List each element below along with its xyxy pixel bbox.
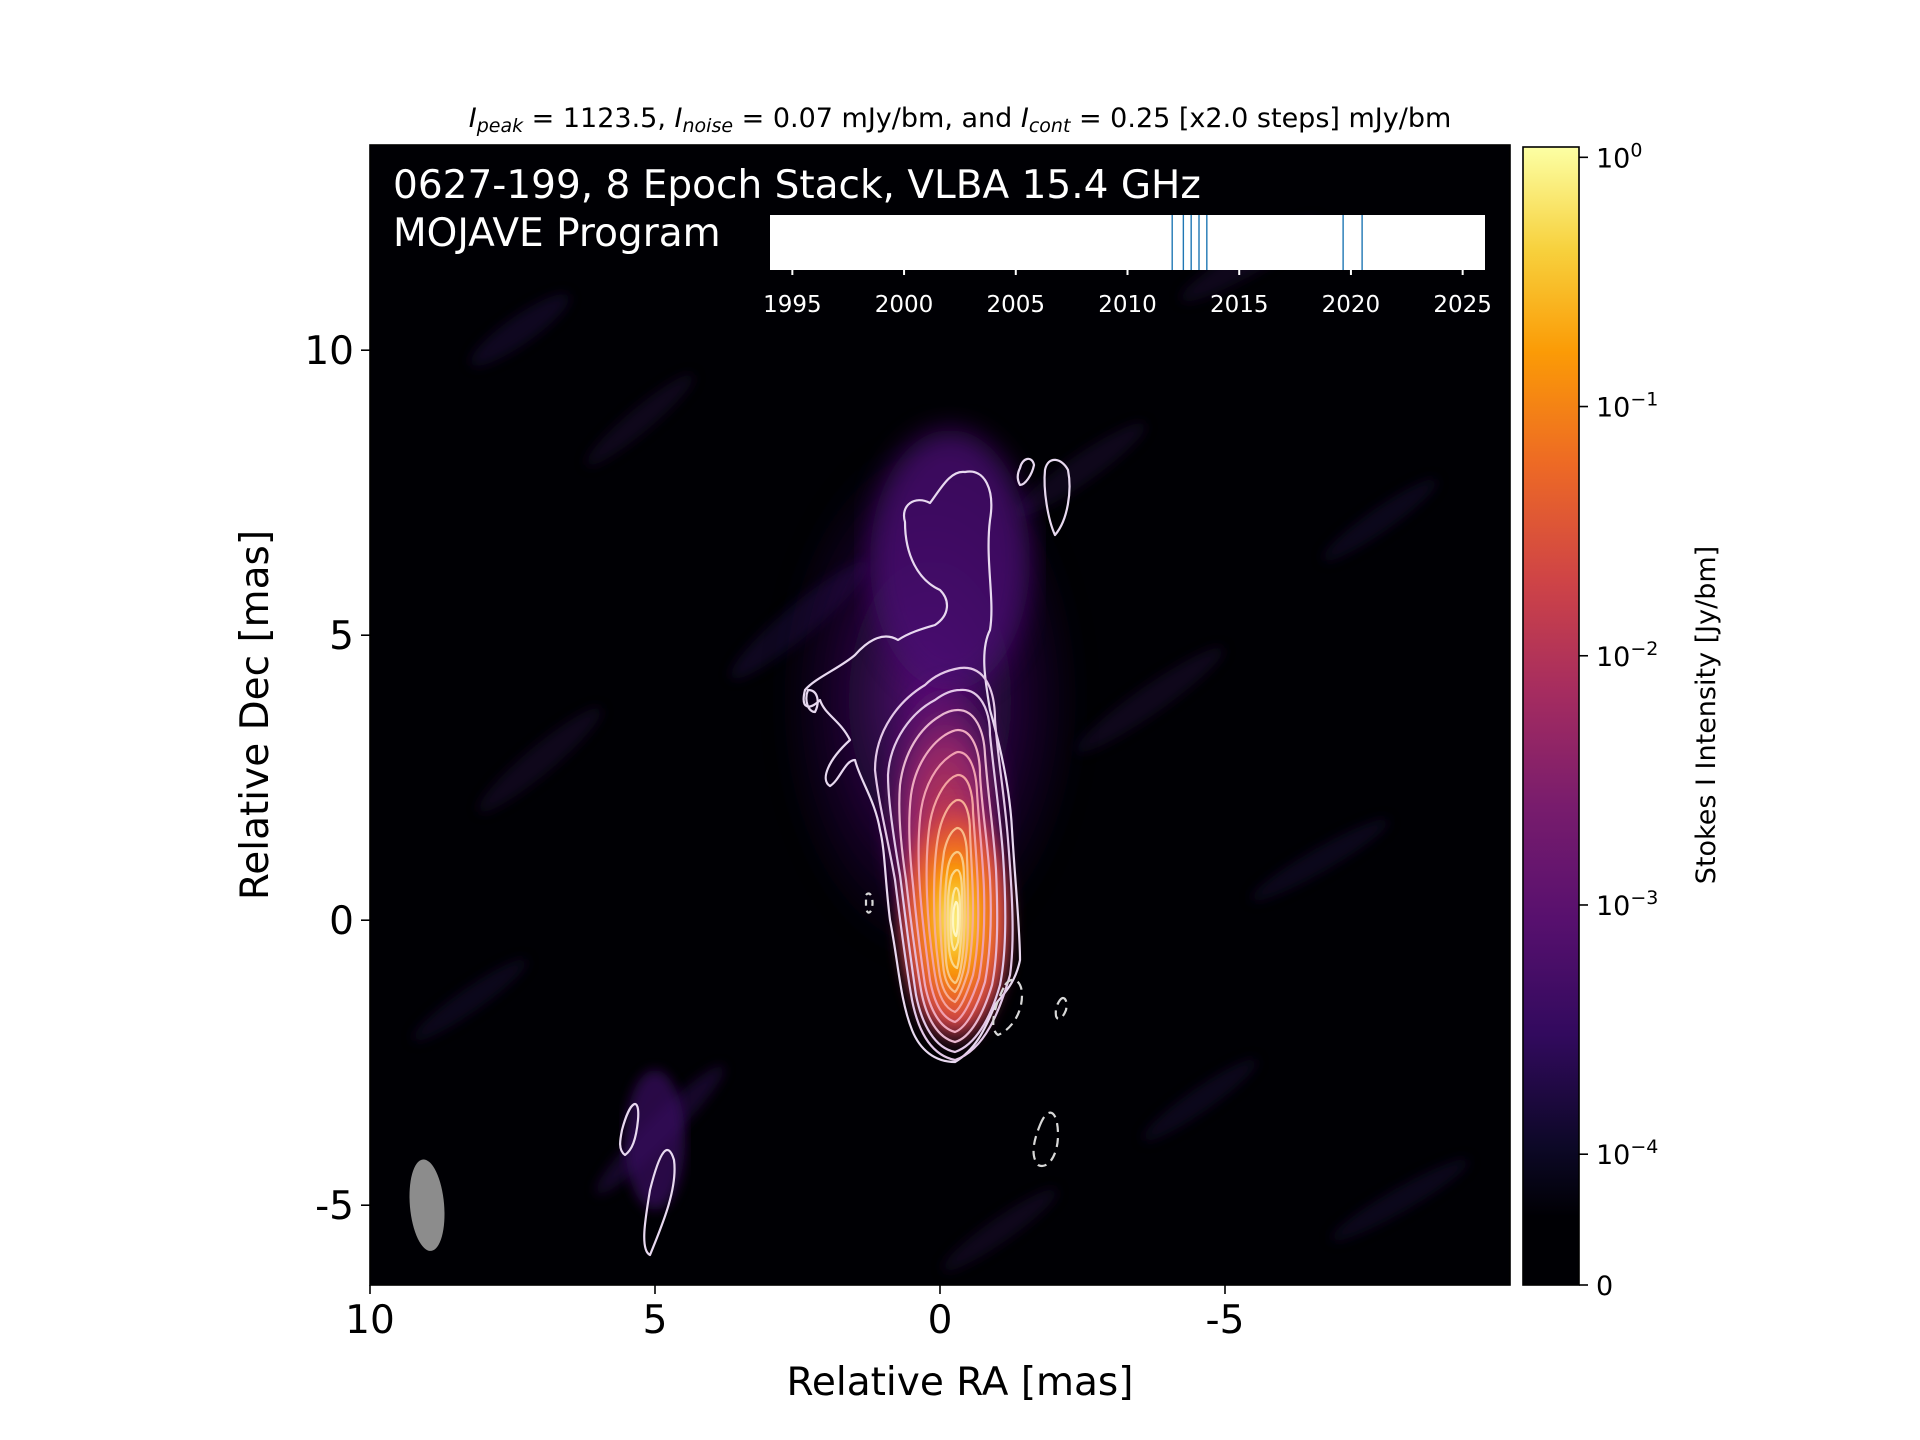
colorbar-tick-label: 10−3: [1596, 887, 1658, 922]
contour-11: [946, 868, 964, 970]
y-axis-label: Relative Dec [mas]: [233, 530, 278, 900]
contour-3: [886, 688, 1007, 1054]
colorbar-fill: [1523, 147, 1579, 1285]
epoch-tick-label: 1995: [763, 292, 822, 318]
sw-emission: [625, 1070, 685, 1210]
epoch-tick-label: 2010: [1098, 292, 1157, 318]
y-tick-label: -5: [315, 1184, 354, 1229]
contour-4: [898, 708, 999, 1044]
chart-title: Ipeak = 1123.5, Inoise = 0.07 mJy/bm, an…: [469, 103, 1452, 137]
negative-contour-4: [864, 892, 874, 914]
x-tick-label: 10: [345, 1298, 395, 1343]
x-axis-label: Relative RA [mas]: [787, 1360, 1134, 1405]
annotation-line-2: MOJAVE Program: [393, 211, 721, 256]
epoch-tick-label: 2005: [987, 292, 1046, 318]
colorbar-frame: [1522, 146, 1580, 1286]
epoch-tick-label: 2020: [1322, 292, 1381, 318]
contour-9: [938, 826, 970, 994]
contour-5: [908, 728, 992, 1034]
x-tick-label: 5: [643, 1298, 668, 1343]
x-tick-label: 0: [928, 1298, 953, 1343]
negative-contour-1: [992, 978, 1024, 1037]
contour-12: [949, 886, 962, 952]
contour-sw-2: [643, 1148, 676, 1257]
contour-small-lobe: [1016, 457, 1036, 487]
colorbar-label: Stokes I Intensity [Jy/bm]: [1691, 546, 1722, 884]
colorbar-tick-label: 0: [1596, 1271, 1613, 1302]
epoch-tick-label: 2000: [875, 292, 934, 318]
negative-contour-3: [1032, 1111, 1060, 1168]
contours: [619, 457, 1071, 1257]
colorbar-tick-label: 100: [1596, 139, 1642, 174]
contour-left-blob: [805, 688, 819, 714]
negative-contour-2: [1054, 996, 1068, 1020]
beam-ellipse: [409, 1159, 445, 1251]
contour-outer: [802, 470, 1022, 1064]
contour-8: [932, 798, 975, 1004]
epoch-timeline-box: [770, 215, 1485, 270]
x-tick-label: -5: [1206, 1298, 1245, 1343]
contour-outer-lobe: [1043, 458, 1071, 537]
colorbar-ticks: 100 10−1 10−2 10−3 10−4 0: [1579, 139, 1658, 1302]
contour-10: [943, 850, 966, 985]
y-tick-label: 5: [329, 614, 354, 659]
image-area: 0627-199, 8 Epoch Stack, VLBA 15.4 GHz M…: [369, 144, 1511, 1286]
contour-7: [925, 773, 980, 1014]
epoch-tick-label: 2025: [1433, 292, 1492, 318]
epoch-timeline: 1995 2000 2005 2010 2015 2020 2025: [763, 215, 1492, 318]
x-ticks: 10 5 0 -5: [345, 1285, 1244, 1343]
annotation-line-1: 0627-199, 8 Epoch Stack, VLBA 15.4 GHz: [393, 163, 1201, 208]
image-annotation: 0627-199, 8 Epoch Stack, VLBA 15.4 GHz M…: [393, 163, 1201, 256]
epoch-ticks: 1995 2000 2005 2010 2015 2020 2025: [763, 270, 1492, 318]
contour-sw-1: [619, 1102, 640, 1157]
epoch-tick-label: 2015: [1210, 292, 1269, 318]
y-tick-label: 0: [329, 899, 354, 944]
colorbar-tick-label: 10−4: [1596, 1136, 1658, 1171]
contour-2: [873, 666, 1014, 1062]
epoch-lines: [1171, 215, 1363, 270]
contour-6: [917, 750, 986, 1024]
colorbar: 100 10−1 10−2 10−3 10−4 0 Stokes I Intensity …: [1522, 139, 1722, 1302]
colorbar-tick-label: 10−2: [1596, 638, 1658, 673]
y-tick-label: 10: [304, 329, 354, 374]
contour-13: [951, 900, 960, 938]
y-ticks: -5 0 5 10: [304, 329, 370, 1229]
upper-jet-emission: [870, 430, 1030, 690]
colorbar-tick-label: 10−1: [1596, 389, 1658, 424]
